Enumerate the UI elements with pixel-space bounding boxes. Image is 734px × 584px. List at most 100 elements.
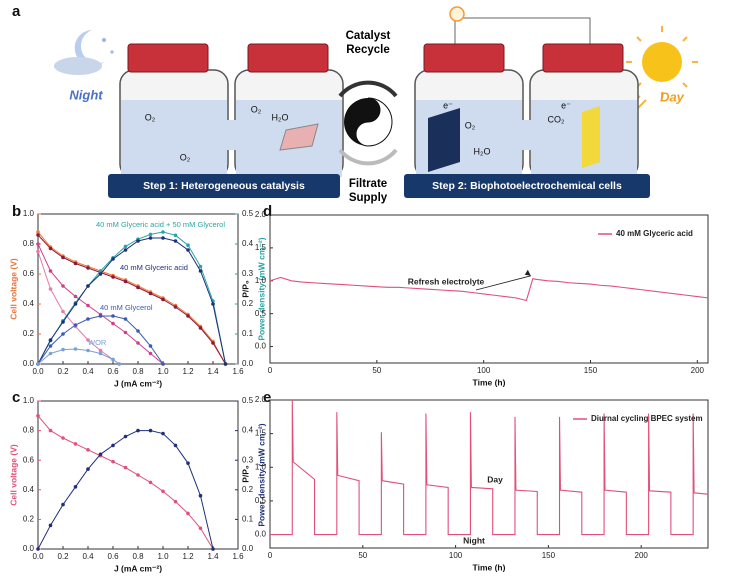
x-tick-label: 0.0 — [32, 552, 44, 561]
data-point — [111, 314, 115, 318]
data-point — [48, 246, 53, 251]
data-point — [186, 314, 190, 318]
data-point — [61, 255, 65, 260]
data-point — [73, 261, 78, 266]
y2-tick-label: 0.1 — [242, 329, 254, 338]
data-point — [86, 448, 90, 452]
yin-yang-half — [355, 97, 393, 147]
data-point — [173, 443, 178, 448]
y-tick-label: 0.0 — [23, 544, 35, 553]
y2-tick-label: 0.3 — [242, 269, 254, 278]
filtrate-supply: Supply — [349, 192, 388, 204]
x-tick-label: 0.0 — [32, 367, 44, 376]
data-point — [211, 547, 215, 551]
x-tick-label: 100 — [477, 366, 491, 375]
filtrate-supply: Filtrate — [349, 178, 387, 190]
data-point — [98, 452, 103, 457]
step2: Step 2: Biophotoelectrochemical cells — [432, 180, 622, 192]
data-point — [111, 321, 115, 326]
data-point — [136, 285, 140, 290]
step1-banner — [108, 174, 340, 198]
y2-tick-label: 0.5 — [242, 396, 254, 405]
data-point — [161, 236, 165, 240]
data-point — [148, 236, 153, 240]
x-tick-label: 0.2 — [57, 552, 69, 561]
data-point — [136, 239, 140, 243]
data-point — [198, 493, 203, 498]
night-label: Night — [69, 87, 103, 102]
x-tick-label: 0.8 — [132, 552, 144, 561]
data-point — [61, 284, 65, 288]
series-label: 40 mM Glycerol — [100, 303, 153, 312]
y-tick-label: 2.0 — [255, 395, 267, 404]
data-point — [48, 338, 53, 342]
y2-tick-label: 0.0 — [242, 359, 254, 368]
data-point — [173, 239, 178, 243]
chem-label: H₂O — [474, 146, 491, 156]
data-point — [148, 480, 153, 485]
data-point — [61, 502, 65, 507]
x-tick-label: 0.4 — [82, 552, 94, 561]
data-point — [61, 309, 65, 314]
data-point — [111, 275, 115, 279]
x-tick-label: 50 — [372, 366, 381, 375]
chem-label: O₂ — [465, 120, 476, 130]
series-line — [37, 231, 226, 365]
x-tick-label: 1.6 — [232, 552, 244, 561]
y2-axis-label: Power density (mW cm⁻²) — [256, 237, 266, 340]
y2-tick-label: 0.4 — [242, 239, 254, 248]
data-point — [161, 362, 165, 366]
x-axis-label: Time (h) — [473, 377, 506, 387]
data-point — [36, 233, 40, 237]
series-label: 40 mM Glyceric acid + 50 mM Glycerol — [96, 220, 225, 229]
data-point — [186, 461, 190, 465]
x-tick-label: 1.4 — [207, 367, 219, 376]
data-point — [198, 264, 203, 269]
y2-tick-label: 0.2 — [242, 299, 254, 308]
data-point — [36, 547, 40, 551]
x-axis-label: Time (h) — [473, 562, 506, 572]
y2-axis-label: Power density (mW cm⁻²) — [256, 423, 266, 526]
series-line — [37, 237, 226, 365]
data-point — [98, 269, 103, 273]
data-point — [48, 428, 53, 433]
data-point — [36, 414, 40, 418]
legend-label: 40 mM Glyceric acid — [616, 229, 693, 238]
data-point — [123, 244, 128, 249]
series-line — [37, 430, 214, 550]
data-point — [73, 294, 78, 299]
x-tick-label: 0 — [268, 551, 273, 560]
x-tick-label: 150 — [542, 551, 556, 560]
data-point — [123, 330, 128, 335]
chem-label: O₂ — [251, 104, 262, 114]
data-point — [48, 287, 53, 291]
data-point — [86, 317, 90, 321]
y-tick-label: 0.0 — [23, 359, 35, 368]
data-point — [148, 291, 153, 296]
y-tick-label: 0.4 — [23, 485, 35, 494]
x-tick-label: 100 — [449, 551, 463, 560]
series-line — [37, 348, 120, 365]
x-tick-label: 0.6 — [107, 367, 119, 376]
data-point — [61, 436, 65, 440]
x-tick-label: 50 — [358, 551, 367, 560]
y-tick-label: 1.5 — [255, 429, 267, 438]
series-line — [270, 399, 709, 536]
data-point — [86, 348, 90, 353]
panel-letter: e — [263, 389, 271, 406]
y-tick-label: 0.8 — [23, 239, 35, 248]
supply-arrow — [338, 148, 398, 166]
x-tick-label: 0.6 — [107, 552, 119, 561]
day-label: Day — [660, 89, 685, 104]
x-tick-label: 1.6 — [232, 367, 244, 376]
y2-tick-label: 0.5 — [242, 209, 254, 218]
data-point — [161, 230, 165, 234]
chem-label: H₂O — [272, 112, 289, 122]
x-tick-label: 1.2 — [182, 552, 194, 561]
data-point — [73, 323, 78, 327]
data-point — [117, 362, 122, 366]
panel-letter: b — [12, 203, 21, 220]
annotation-arrow — [475, 275, 531, 291]
data-point — [223, 362, 228, 366]
plot-frame — [269, 214, 709, 364]
